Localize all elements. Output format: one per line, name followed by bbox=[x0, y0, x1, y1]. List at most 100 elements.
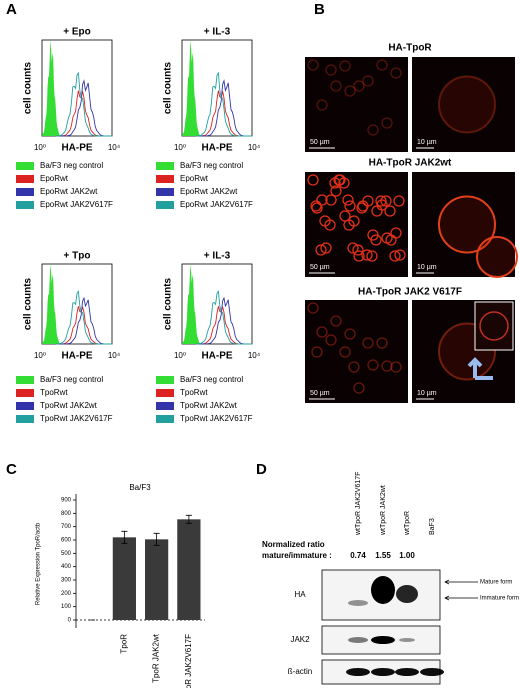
cell bbox=[393, 195, 405, 207]
cell bbox=[307, 174, 319, 186]
y-axis-label: cell counts bbox=[163, 277, 174, 330]
band bbox=[399, 638, 415, 642]
histogram bbox=[42, 264, 70, 344]
x-tick-label: TpoR JAK2wt bbox=[152, 633, 161, 683]
x-tick-label: TpoR bbox=[119, 634, 128, 654]
blot-label: HA bbox=[294, 590, 306, 599]
scale-label: 50 µm bbox=[310, 139, 330, 146]
y-axis-label: Relative Expression TpoR/actb bbox=[36, 522, 42, 605]
y-tick-label: 200 bbox=[61, 591, 72, 597]
cell bbox=[438, 75, 496, 134]
bar bbox=[177, 519, 201, 620]
legend-label: Ba/F3 neg control bbox=[40, 161, 103, 170]
legend-swatch bbox=[156, 175, 174, 183]
legend-swatch bbox=[156, 389, 174, 397]
lane-label: wtTpoR JAK2V617F bbox=[355, 472, 362, 536]
image-title: HA-TpoR bbox=[388, 43, 432, 54]
cell bbox=[394, 249, 406, 261]
band bbox=[371, 668, 395, 676]
legend-label: EpoRwt bbox=[180, 174, 209, 183]
cell bbox=[333, 174, 345, 186]
cell bbox=[344, 85, 356, 97]
histogram bbox=[55, 71, 112, 137]
micrograph bbox=[412, 57, 515, 152]
cell bbox=[343, 219, 355, 231]
legend-swatch bbox=[16, 402, 34, 410]
band bbox=[371, 636, 395, 644]
legend-swatch bbox=[16, 162, 34, 170]
cell bbox=[390, 361, 402, 373]
legend-label: TpoRwt bbox=[40, 388, 68, 397]
cell bbox=[330, 185, 342, 197]
y-tick-label: 0 bbox=[68, 618, 72, 624]
cell bbox=[330, 80, 342, 92]
blot-label: JAK2 bbox=[290, 635, 310, 644]
legend-label: TpoRwt JAK2wt bbox=[180, 401, 238, 410]
histogram bbox=[196, 90, 252, 137]
legend-swatch bbox=[156, 162, 174, 170]
cell bbox=[376, 337, 388, 349]
legend-label: Ba/F3 neg control bbox=[180, 161, 243, 170]
x-axis-label: HA-PE bbox=[61, 351, 92, 362]
inset bbox=[474, 301, 514, 351]
legend-label: TpoRwt JAK2V617F bbox=[40, 414, 113, 423]
legend-swatch bbox=[156, 376, 174, 384]
panel-label: A bbox=[6, 1, 17, 18]
band bbox=[396, 585, 418, 603]
histogram bbox=[182, 264, 210, 344]
cell bbox=[307, 59, 319, 71]
cell bbox=[438, 195, 496, 254]
legend-label: EpoRwt JAK2wt bbox=[40, 187, 98, 196]
legend-swatch bbox=[16, 389, 34, 397]
band bbox=[348, 600, 368, 606]
scale-label: 10 µm bbox=[417, 264, 437, 271]
cell bbox=[371, 205, 383, 217]
y-tick-label: 900 bbox=[61, 498, 72, 504]
cell bbox=[352, 244, 364, 256]
plot-title: + Tpo bbox=[64, 251, 91, 262]
band bbox=[420, 668, 444, 676]
histogram bbox=[42, 40, 70, 136]
chart-title: Ba/F3 bbox=[129, 483, 151, 492]
micrograph bbox=[412, 172, 515, 277]
cell bbox=[347, 242, 359, 254]
cell bbox=[376, 59, 388, 71]
histogram bbox=[56, 90, 112, 137]
plot-frame bbox=[41, 39, 113, 137]
legend-label: Ba/F3 neg control bbox=[40, 375, 103, 384]
cell bbox=[362, 75, 374, 87]
ratio-value: 1.55 bbox=[375, 551, 391, 560]
legend-label: TpoRwt bbox=[180, 388, 208, 397]
x-tick-label: 10⁰ bbox=[174, 351, 186, 360]
histogram bbox=[55, 290, 112, 345]
x-axis-label: HA-PE bbox=[61, 143, 92, 154]
cell bbox=[375, 195, 387, 207]
band bbox=[346, 668, 370, 676]
y-axis-label: cell counts bbox=[23, 61, 34, 114]
arrow bbox=[444, 579, 478, 585]
x-tick-label: 10⁴ bbox=[108, 143, 121, 152]
plot-frame bbox=[181, 39, 253, 137]
legend-swatch bbox=[16, 188, 34, 196]
lane-label: wtTpoR bbox=[404, 511, 411, 536]
cell bbox=[353, 382, 365, 394]
legend-label: EpoRwt JAK2wt bbox=[180, 187, 238, 196]
legend-swatch bbox=[156, 402, 174, 410]
x-tick-label: 10⁴ bbox=[248, 143, 261, 152]
x-axis-label: HA-PE bbox=[201, 143, 232, 154]
arrow-label: Mature form bbox=[480, 580, 512, 586]
cell bbox=[380, 195, 392, 207]
y-axis-label: cell counts bbox=[23, 277, 34, 330]
plot-frame bbox=[181, 263, 253, 345]
blot-label: ß-actin bbox=[288, 667, 312, 676]
ratio-label: mature/immature : bbox=[262, 551, 332, 560]
cell bbox=[385, 234, 397, 246]
micrograph bbox=[305, 172, 408, 277]
cell bbox=[361, 249, 373, 261]
band bbox=[395, 668, 419, 676]
legend-label: EpoRwt bbox=[40, 174, 69, 183]
cell bbox=[310, 200, 322, 212]
cell bbox=[344, 328, 356, 340]
y-tick-label: 400 bbox=[61, 564, 72, 570]
